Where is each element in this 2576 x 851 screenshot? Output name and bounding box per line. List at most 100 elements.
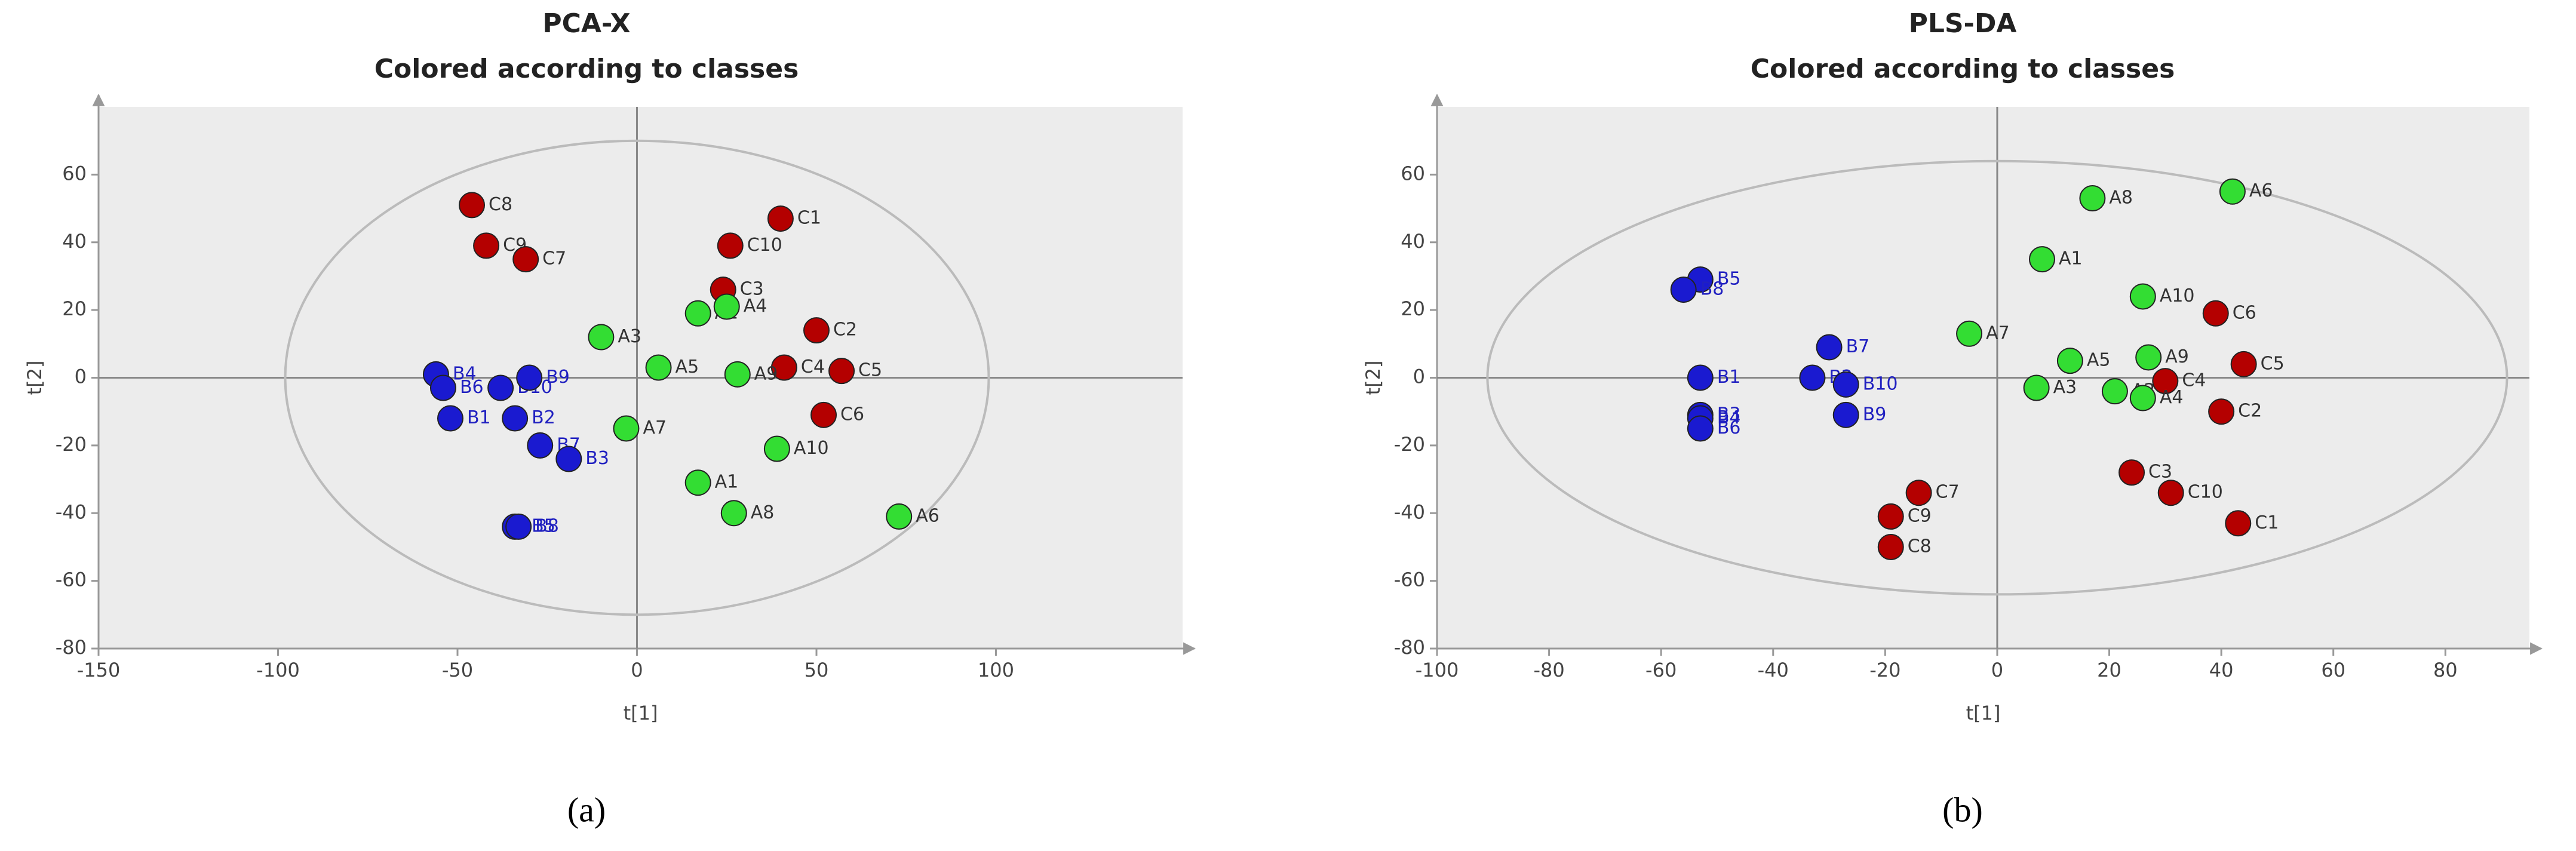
point-label: B6 [460,377,484,398]
point-label: C5 [858,360,882,381]
score-point [2208,398,2235,425]
panel-caption: (a) [567,790,606,829]
score-point [2118,459,2145,486]
score-point [1832,401,1859,428]
score-point [2230,351,2257,377]
point-label: B1 [1717,367,1741,388]
y-tick-label: 60 [62,162,87,185]
score-point [2129,283,2156,310]
point-label: A3 [618,326,641,347]
point-label: A6 [2249,180,2273,201]
y-tick-label: -40 [1394,500,1425,523]
chart-title: PLS-DA [1909,8,2017,39]
score-point [1877,503,1904,530]
x-tick-label: -20 [1869,659,1900,681]
y-tick-label: 40 [1401,230,1425,253]
score-point [516,364,543,391]
point-label: B8 [1700,279,1724,300]
score-point [459,192,486,219]
score-point [810,401,837,428]
point-label: A7 [643,417,667,438]
score-point [512,246,539,273]
y-tick-label: 60 [1401,162,1425,185]
point-label: B5 [1717,269,1741,290]
point-label: A10 [794,438,829,459]
confidence-ellipse [284,139,990,616]
score-point [2056,348,2083,374]
chart-subtitle: Colored according to classes [1751,54,2175,84]
point-label: C7 [542,248,566,269]
point-label: C1 [797,208,821,229]
score-point [886,503,913,530]
confidence-ellipse [1486,159,2509,596]
score-point [588,324,615,351]
score-point [437,405,463,432]
score-point [1905,480,1932,506]
point-label: C1 [2255,512,2279,533]
score-point [2023,374,2050,401]
score-point [527,432,554,459]
score-point [613,415,640,442]
y-tick-label: -20 [1394,433,1425,456]
score-point [2152,368,2179,395]
point-label: C7 [1936,482,1960,503]
x-axis-label: t[1] [1966,702,2001,724]
y-tick-label: -40 [56,500,87,523]
point-label: C2 [2238,401,2262,422]
point-label: B3 [1717,404,1741,425]
y-tick-label: 0 [75,365,87,388]
score-point [717,232,744,259]
score-point [1687,364,1714,391]
score-point [1816,334,1843,361]
y-tick-label: -80 [56,636,87,659]
score-point [487,374,514,401]
score-point [2157,480,2184,506]
x-tick-label: 20 [2097,659,2121,681]
score-point [713,293,740,320]
score-point [770,354,797,381]
score-point [2225,510,2252,537]
score-point [1799,364,1826,391]
point-label: A9 [754,363,778,384]
score-point [2129,385,2156,411]
x-axis-label: t[1] [624,702,658,724]
point-label: A10 [2160,285,2195,306]
point-label: B8 [535,515,559,536]
score-point [763,435,790,462]
x-tick-label: 100 [978,659,1014,681]
x-tick-label: -80 [1533,659,1564,681]
score-point [684,469,711,496]
score-point [2079,185,2106,212]
chart-title: PCA-X [542,8,630,39]
score-point [803,317,830,344]
score-point [724,361,751,388]
point-label: A7 [1986,322,2010,343]
score-point [473,232,500,259]
point-label: B9 [1863,404,1887,425]
point-label: B5 [532,515,555,536]
y-tick-label: -60 [56,569,87,591]
y-axis-label: t[2] [1362,361,1384,395]
y-tick-label: -60 [1394,569,1425,591]
score-point [502,405,529,432]
score-point [1956,320,1983,347]
score-point [2202,300,2229,327]
point-label: C4 [2182,370,2206,391]
score-point [505,513,532,540]
x-tick-label: 80 [2433,659,2458,681]
x-tick-label: -40 [1758,659,1789,681]
panel-caption: (b) [1942,790,1983,829]
score-point [2101,378,2128,405]
point-label: C9 [1908,505,1932,526]
x-tick-label: 60 [2321,659,2345,681]
point-label: C8 [489,194,512,215]
x-tick-label: 40 [2209,659,2234,681]
point-label: B6 [1717,417,1741,438]
point-label: A4 [744,296,767,317]
point-label: C8 [1908,536,1932,557]
score-point [1877,533,1904,560]
point-label: C4 [801,357,825,377]
point-label: C3 [2148,462,2172,483]
x-tick-label: 50 [805,659,829,681]
